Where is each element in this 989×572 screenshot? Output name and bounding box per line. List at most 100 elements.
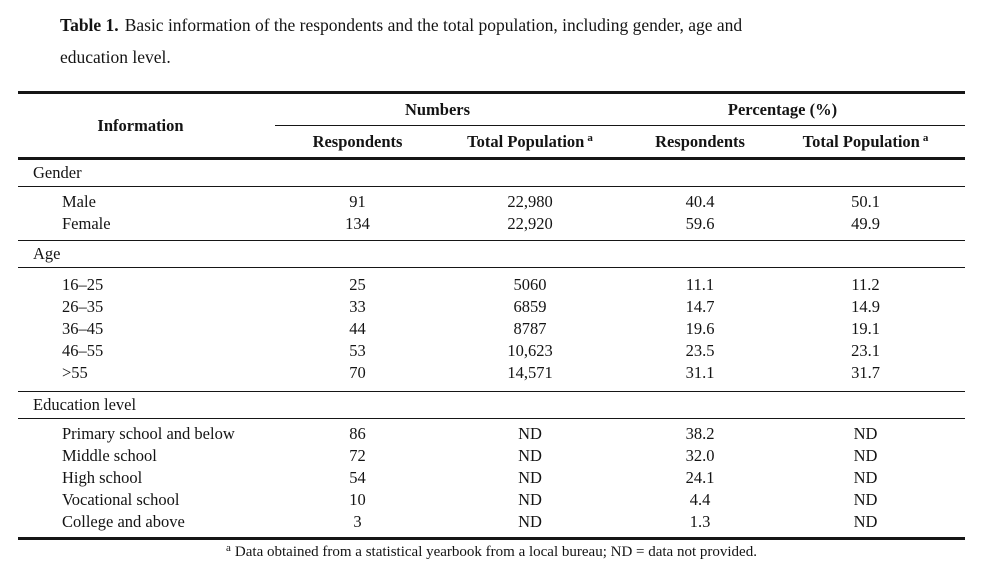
cell-value: 8787 <box>513 319 547 338</box>
footnote-text: Data obtained from a statistical yearboo… <box>234 544 757 560</box>
table-top-rule <box>18 91 965 94</box>
table-body: Gender Male 91 22,980 40.4 50.1 Female 134 22,92… <box>18 160 965 540</box>
row-label: 36–45 <box>62 319 104 338</box>
section-rows: Male 91 22,980 40.4 50.1 Female 134 22,920 59.6 4… <box>18 187 965 241</box>
cell-value: ND <box>853 424 878 443</box>
cell-value: 4.4 <box>689 490 711 509</box>
row-label: Female <box>62 214 111 233</box>
footnote-superscript: a <box>226 542 231 554</box>
data-table: Information Numbers Percentage (%) Respo… <box>18 91 965 540</box>
table-bottom-rule <box>18 537 965 540</box>
cell-value: 11.1 <box>685 275 715 294</box>
cell-value: 14.9 <box>851 297 880 316</box>
table-row: High school 54 ND 24.1 ND <box>18 467 965 489</box>
cell-value: 49.9 <box>851 214 880 233</box>
sub-header-3: Respondents <box>620 132 780 152</box>
cell-value: 134 <box>345 214 370 233</box>
cell-value: 25 <box>349 275 366 294</box>
caption-label: Table 1. <box>60 15 119 35</box>
sub-header-label: Total Population <box>467 131 585 151</box>
cell-value: 22,980 <box>507 192 553 211</box>
cell-value: ND <box>853 490 878 509</box>
sub-header-4: Total Population a <box>780 132 965 152</box>
table-row: 46–55 53 10,623 23.5 23.1 <box>18 340 965 362</box>
cell-value: 19.6 <box>685 319 715 338</box>
table-row: Middle school 72 ND 32.0 ND <box>18 445 965 467</box>
cell-value: 14.7 <box>685 297 715 316</box>
cell-value: 32.0 <box>685 446 715 465</box>
row-label: High school <box>62 468 143 487</box>
cell-value: ND <box>853 468 878 487</box>
header-right-block: Numbers Percentage (%) Respondents Total … <box>275 94 965 157</box>
cell-value: ND <box>853 446 878 465</box>
cell-value: 23.1 <box>851 341 880 360</box>
header-sub-row: Respondents Total Population a Respondents T… <box>275 126 965 157</box>
section-header-gender: Gender <box>18 160 965 187</box>
cell-value: 10,623 <box>507 341 553 360</box>
column-header-information: Information <box>97 115 184 135</box>
section-rows: Primary school and below 86 ND 38.2 ND Middle… <box>18 419 965 537</box>
cell-value: 11.2 <box>851 275 880 294</box>
caption-line-1: Table 1. Basic information of the respond… <box>60 9 960 41</box>
cell-value: ND <box>518 490 542 509</box>
row-label: College and above <box>62 512 185 531</box>
cell-value: 50.1 <box>851 192 880 211</box>
caption-text-1: Basic information of the respondents and… <box>124 15 743 35</box>
table-row: 16–25 25 5060 11.1 11.2 <box>18 274 965 296</box>
header-bottom-rule <box>18 157 965 160</box>
cell-value: ND <box>853 512 878 531</box>
cell-value: ND <box>518 424 542 443</box>
cell-value: ND <box>518 512 542 531</box>
sub-header-superscript: a <box>587 131 593 144</box>
table-row: 26–35 33 6859 14.7 14.9 <box>18 296 965 318</box>
group-header-percentage: Percentage (%) <box>727 99 838 119</box>
row-label: Primary school and below <box>62 424 235 443</box>
cell-value: 33 <box>349 297 366 316</box>
cell-value: 19.1 <box>851 319 880 338</box>
row-label: >55 <box>62 363 88 382</box>
sub-header-label: Respondents <box>312 131 403 151</box>
group-header-numbers: Numbers <box>404 99 471 119</box>
table-row: Female 134 22,920 59.6 49.9 <box>18 213 965 235</box>
table-header: Information Numbers Percentage (%) Respo… <box>18 94 965 157</box>
cell-value: 31.1 <box>685 363 715 382</box>
cell-value: 31.7 <box>851 363 880 382</box>
cell-value: 24.1 <box>685 468 715 487</box>
cell-value: 54 <box>349 468 366 487</box>
table-row: College and above 3 ND 1.3 ND <box>18 511 965 533</box>
cell-value: 23.5 <box>685 341 715 360</box>
cell-value: 14,571 <box>507 363 553 382</box>
cell-value: 44 <box>349 319 366 338</box>
table-row: Vocational school 10 ND 4.4 ND <box>18 489 965 511</box>
cell-value: 86 <box>349 424 366 443</box>
row-label: Vocational school <box>62 490 180 509</box>
cell-value: ND <box>518 446 542 465</box>
cell-value: 1.3 <box>689 512 711 531</box>
table-footnote: a Data obtained from a statistical yearbo… <box>18 542 965 561</box>
cell-value: 5060 <box>513 275 547 294</box>
cell-value: 59.6 <box>685 214 715 233</box>
sub-header-label: Respondents <box>655 131 745 151</box>
table-caption: Table 1. Basic information of the respond… <box>60 9 960 73</box>
cell-value: ND <box>518 468 542 487</box>
cell-value: 40.4 <box>685 192 715 211</box>
cell-value: 10 <box>349 490 366 509</box>
cell-value: 72 <box>349 446 366 465</box>
table-row: >55 70 14,571 31.1 31.7 <box>18 362 965 384</box>
table-row: Primary school and below 86 ND 38.2 ND <box>18 423 965 445</box>
table-row: 36–45 44 8787 19.6 19.1 <box>18 318 965 340</box>
cell-value: 38.2 <box>685 424 715 443</box>
row-label: 46–55 <box>62 341 104 360</box>
section-rows: 16–25 25 5060 11.1 11.2 26–35 33 6859 14.7 14.9 36… <box>18 268 965 392</box>
row-label: Middle school <box>62 446 157 465</box>
cell-value: 22,920 <box>507 214 553 233</box>
sub-header-2: Total Population a <box>440 132 620 152</box>
cell-value: 53 <box>349 341 366 360</box>
caption-line-2: education level. <box>60 47 171 67</box>
cell-value: 3 <box>353 512 362 531</box>
sub-header-label: Total Population <box>802 131 920 151</box>
row-label: Male <box>62 192 96 211</box>
row-label: 26–35 <box>62 297 104 316</box>
section-header-age: Age <box>18 241 965 268</box>
